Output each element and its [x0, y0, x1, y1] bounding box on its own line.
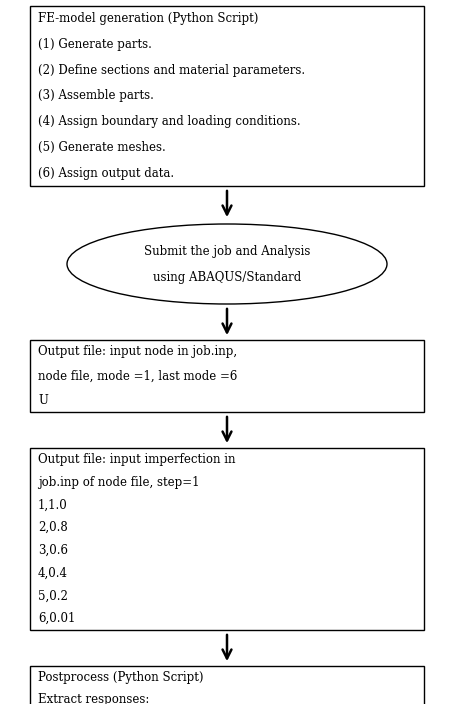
Text: Extract responses:: Extract responses: — [38, 693, 149, 704]
Text: U: U — [38, 394, 48, 406]
Text: using ABAQUS/Standard: using ABAQUS/Standard — [153, 272, 301, 284]
Text: (6) Assign output data.: (6) Assign output data. — [38, 167, 174, 180]
Text: 1,1.0: 1,1.0 — [38, 498, 68, 511]
Text: 2,0.8: 2,0.8 — [38, 521, 68, 534]
Text: 6,0.01: 6,0.01 — [38, 612, 75, 625]
Text: Output file: input node in job.inp,: Output file: input node in job.inp, — [38, 346, 237, 358]
Text: (5) Generate meshes.: (5) Generate meshes. — [38, 141, 166, 154]
Text: (3) Assemble parts.: (3) Assemble parts. — [38, 89, 154, 103]
Text: 4,0.4: 4,0.4 — [38, 567, 68, 579]
Text: 5,0.2: 5,0.2 — [38, 589, 68, 603]
Text: Output file: input imperfection in: Output file: input imperfection in — [38, 453, 236, 466]
Ellipse shape — [67, 224, 387, 304]
Text: Submit the job and Analysis: Submit the job and Analysis — [144, 244, 310, 258]
FancyBboxPatch shape — [30, 6, 424, 186]
Text: Postprocess (Python Script): Postprocess (Python Script) — [38, 671, 203, 684]
Text: node file, mode =1, last mode =6: node file, mode =1, last mode =6 — [38, 370, 237, 382]
FancyBboxPatch shape — [30, 666, 424, 704]
FancyBboxPatch shape — [30, 340, 424, 412]
Text: 3,0.6: 3,0.6 — [38, 544, 68, 557]
Text: (4) Assign boundary and loading conditions.: (4) Assign boundary and loading conditio… — [38, 115, 301, 128]
Text: (2) Define sections and material parameters.: (2) Define sections and material paramet… — [38, 64, 305, 77]
Text: job.inp of node file, step=1: job.inp of node file, step=1 — [38, 476, 199, 489]
Text: FE-model generation (Python Script): FE-model generation (Python Script) — [38, 13, 258, 25]
Text: (1) Generate parts.: (1) Generate parts. — [38, 38, 152, 51]
FancyBboxPatch shape — [30, 448, 424, 630]
